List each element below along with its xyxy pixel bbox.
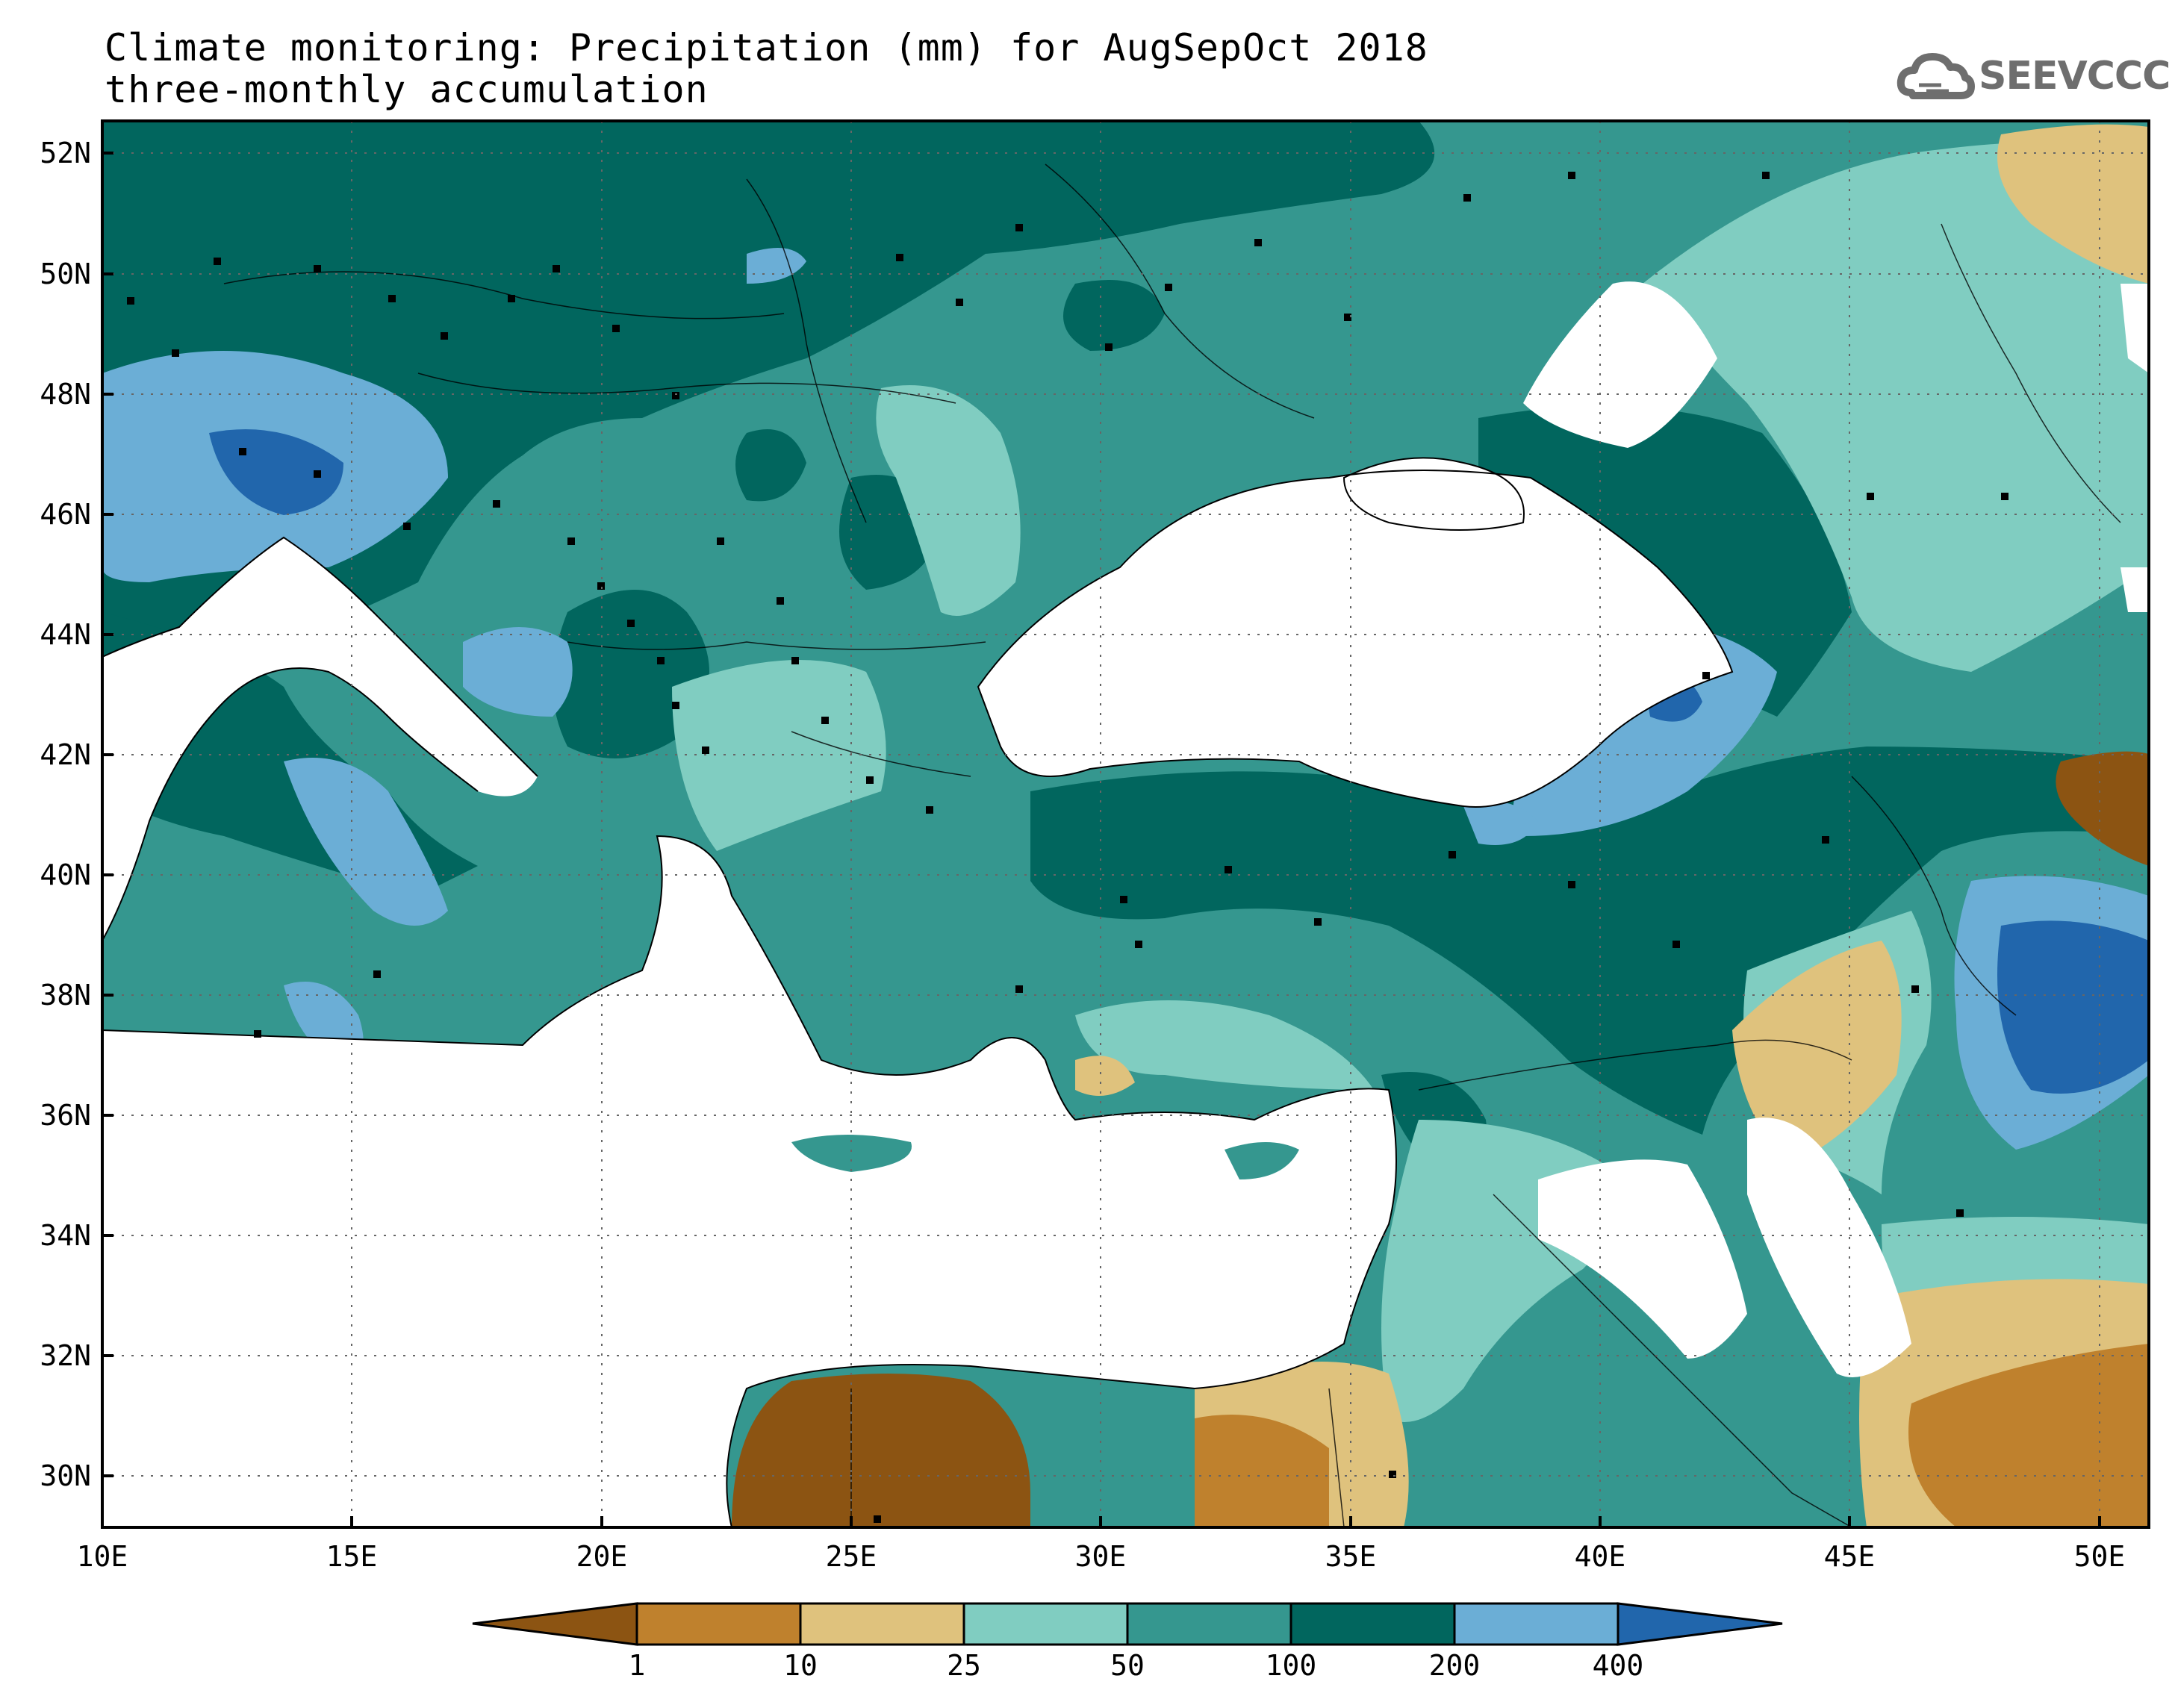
black-sea xyxy=(978,470,1732,807)
colorbar-label: 50 xyxy=(1110,1649,1145,1682)
lat-label: 50N xyxy=(40,258,91,290)
mediterranean-sea xyxy=(102,836,1396,1527)
lat-label: 52N xyxy=(40,137,91,169)
lon-label: 10E xyxy=(77,1540,128,1573)
coastlines xyxy=(102,457,1734,1527)
lat-label: 30N xyxy=(40,1459,91,1492)
lat-label: 32N xyxy=(40,1339,91,1372)
lat-label: 46N xyxy=(40,498,91,531)
lon-label: 15E xyxy=(326,1540,378,1573)
graticule xyxy=(102,121,2149,1527)
colorbar-bin xyxy=(1617,1602,1783,1646)
lon-label: 20E xyxy=(576,1540,628,1573)
colorbar-label: 10 xyxy=(783,1649,818,1682)
axis-ticks xyxy=(101,152,2101,1527)
lat-label: 34N xyxy=(40,1219,91,1252)
colorbar-bin xyxy=(635,1602,802,1646)
lon-label: 30E xyxy=(1075,1540,1127,1573)
colorbar-label: 400 xyxy=(1593,1649,1644,1682)
lat-label: 36N xyxy=(40,1099,91,1132)
colorbar-label: 1 xyxy=(629,1649,646,1682)
colorbar-bin xyxy=(472,1602,638,1646)
map-frame xyxy=(101,119,2150,1529)
lat-label: 42N xyxy=(40,738,91,771)
colorbar-bin xyxy=(799,1602,965,1646)
colorbar-label: 100 xyxy=(1266,1649,1317,1682)
colorbar-label: 200 xyxy=(1429,1649,1481,1682)
cloud-icon xyxy=(1896,53,1975,99)
colorbar-label: 25 xyxy=(947,1649,981,1682)
lon-label: 40E xyxy=(1575,1540,1626,1573)
chart-subtitle: three-monthly accumulation xyxy=(105,68,709,111)
colorbar-bin xyxy=(1453,1602,1619,1646)
colorbar-bin xyxy=(962,1602,1129,1646)
lon-label: 45E xyxy=(1824,1540,1876,1573)
lat-label: 38N xyxy=(40,979,91,1012)
logo-text: SEEVCCC xyxy=(1979,54,2171,99)
station-markers xyxy=(127,172,2008,1523)
lat-label: 48N xyxy=(40,378,91,411)
lat-label: 40N xyxy=(40,858,91,891)
lon-label: 35E xyxy=(1325,1540,1377,1573)
chart-title: Climate monitoring: Precipitation (mm) f… xyxy=(105,26,1428,69)
colorbar xyxy=(472,1602,1783,1646)
colorbar-bin xyxy=(1126,1602,1292,1646)
lon-label: 50E xyxy=(2074,1540,2126,1573)
precipitation-field xyxy=(102,121,2149,1527)
lon-label: 25E xyxy=(826,1540,877,1573)
lat-label: 44N xyxy=(40,618,91,651)
colorbar-bin xyxy=(1289,1602,1456,1646)
